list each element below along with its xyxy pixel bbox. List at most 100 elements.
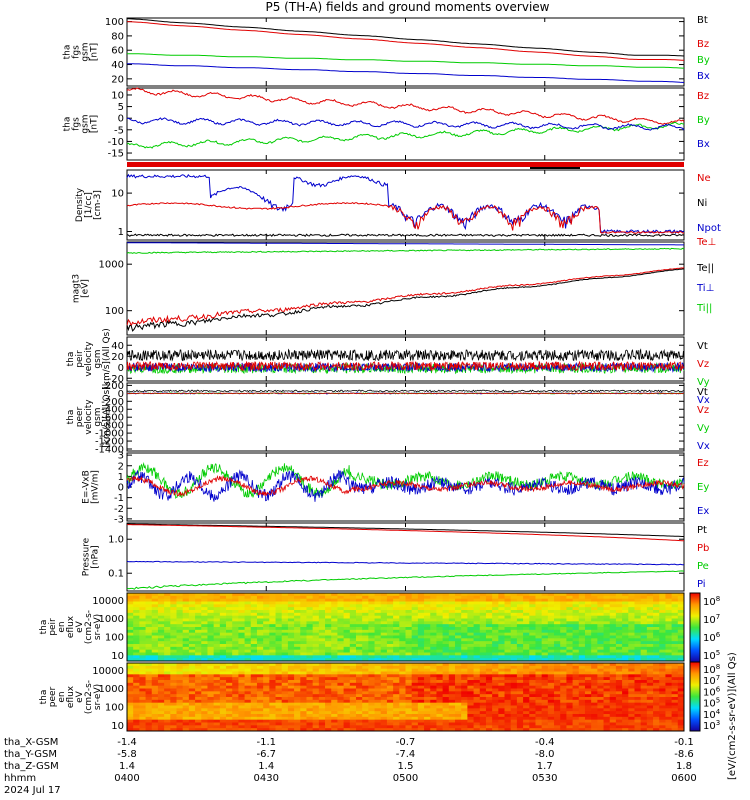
spectrogram-frame xyxy=(126,592,685,662)
svg-text:sr-eV): sr-eV) xyxy=(93,614,103,640)
peer-spectrogram xyxy=(127,663,685,732)
peir-spectrogram xyxy=(127,593,685,662)
xaxis-value: 1.4 xyxy=(119,761,135,772)
y-tick-label: -600 xyxy=(101,413,124,424)
series-pi-line xyxy=(126,560,685,566)
svg-text:en: en xyxy=(57,621,67,632)
y-tick-label: 10000 xyxy=(92,666,124,677)
y-tick-label: -10 xyxy=(108,137,124,148)
svg-text:[nT]: [nT] xyxy=(90,43,100,61)
y-tick-label: 10 xyxy=(111,721,124,732)
y-tick-label: -2 xyxy=(114,504,124,515)
panel-ylabel-2: tha fgs gsm [nT] xyxy=(63,114,100,133)
svg-text:gsm: gsm xyxy=(81,42,91,61)
colorbar-lower-tick: 106 xyxy=(703,685,721,698)
series-ey-line xyxy=(126,462,685,500)
legend-vx: Vx xyxy=(697,395,710,406)
spectrogram-frame xyxy=(126,662,685,732)
svg-text:(cm2-s-: (cm2-s- xyxy=(84,680,94,714)
xaxis-value: 0530 xyxy=(532,773,557,784)
series-vt-line xyxy=(126,389,685,393)
y-tick-label: -3 xyxy=(114,514,124,525)
legend-vz: Vz xyxy=(697,405,709,416)
svg-text:E=-VxB: E=-VxB xyxy=(82,470,92,504)
series-bx-line xyxy=(127,63,685,83)
svg-text:velocity: velocity xyxy=(84,341,94,377)
series-tepar-line xyxy=(126,268,685,332)
series-vt-line xyxy=(126,348,685,362)
legend-vx: Vx xyxy=(697,441,710,452)
y-tick-label: 10000 xyxy=(92,596,124,607)
legend-by: By xyxy=(697,115,710,126)
legend-ti⊥: Ti⊥ xyxy=(696,283,714,294)
series-vz-line xyxy=(126,360,685,373)
y-tick-label: 0 xyxy=(118,483,124,494)
svg-text:fgs: fgs xyxy=(72,45,82,59)
series-pb-line xyxy=(127,524,685,542)
xaxis-value: -8.0 xyxy=(535,749,555,760)
series-bx-line xyxy=(126,117,685,131)
panel-ylabel-3: Density [1/cc] [cm-3] xyxy=(75,187,103,222)
colorbar-lower xyxy=(689,661,701,732)
y-tick-label: -1 xyxy=(114,493,124,504)
svg-text:tha: tha xyxy=(63,117,73,132)
colorbar-upper-tick: 105 xyxy=(703,649,720,662)
svg-text:peer: peer xyxy=(75,406,85,427)
xaxis-value: -8.6 xyxy=(674,749,694,760)
series-bt-line xyxy=(126,18,685,57)
colorbar-upper-tick: 108 xyxy=(703,595,720,608)
legend-te⊥: Te⊥ xyxy=(696,237,716,248)
y-tick-label: 3 xyxy=(118,451,124,462)
panel-frame-5 xyxy=(126,336,685,382)
series-pt-line xyxy=(127,523,684,537)
y-tick-label: -15 xyxy=(108,149,124,160)
y-tick-label: -1200 xyxy=(95,437,124,448)
svg-text:[1/cc]: [1/cc] xyxy=(84,192,94,218)
panel-frame-8 xyxy=(126,522,685,592)
panel-ylabel-6: tha peer velocity gsm [km/s](All Qs) xyxy=(66,386,112,448)
y-tick-label: 0.1 xyxy=(108,569,124,580)
legend-ni: Ni xyxy=(697,198,707,209)
y-tick-label: 1 xyxy=(118,227,124,238)
panel-ylabel-8: Pressure [nPa] xyxy=(82,537,101,576)
y-tick-label: -1400 xyxy=(95,445,124,456)
xaxis-value: 1.8 xyxy=(676,761,692,772)
xaxis-value: -6.7 xyxy=(256,749,276,760)
legend-pt: Pt xyxy=(697,525,707,536)
xaxis-row-label: hhmm xyxy=(4,773,36,784)
y-tick-label: 1000 xyxy=(99,614,124,625)
legend-vy: Vy xyxy=(697,423,710,434)
legend-bx: Bx xyxy=(697,139,710,150)
legend-vt: Vt xyxy=(697,387,708,398)
xaxis-value: -7.4 xyxy=(396,749,416,760)
legend-ez: Ez xyxy=(697,458,709,469)
xaxis-value: -0.4 xyxy=(535,737,555,748)
series-vz-line xyxy=(126,392,685,395)
colorbar-lower-tick: 108 xyxy=(703,663,720,676)
panel-frame-2 xyxy=(126,87,685,161)
panel-ylabel-5: tha peir velocity gsm [km/s](All Qs) xyxy=(66,328,112,390)
legend-bz: Bz xyxy=(697,91,709,102)
svg-text:tha: tha xyxy=(39,620,49,635)
colorbar-lower-tick: 107 xyxy=(703,674,720,687)
quality-flag-bar xyxy=(127,162,684,167)
panel-ylabel-4: magt3 [eV] xyxy=(72,274,91,303)
y-tick-label: 200 xyxy=(105,381,124,392)
legend-ne: Ne xyxy=(697,173,711,184)
series-by-line xyxy=(126,121,685,149)
svg-text:tha: tha xyxy=(63,45,73,60)
svg-text:peir: peir xyxy=(75,350,85,368)
legend-by: By xyxy=(697,55,710,66)
y-tick-label: 20 xyxy=(111,352,124,363)
legend-pi: Pi xyxy=(697,579,706,590)
y-tick-label: -1000 xyxy=(95,429,124,440)
y-tick-label: -20 xyxy=(108,374,124,385)
svg-text:peir: peir xyxy=(48,618,58,636)
svg-text:eV: eV xyxy=(75,690,85,703)
panel-ylabel-7: E=-VxB [mV/m] xyxy=(82,470,101,504)
y-tick-label: 10 xyxy=(111,651,124,662)
svg-text:gsm: gsm xyxy=(93,349,103,368)
svg-text:eflux: eflux xyxy=(66,685,76,708)
legend-ey: Ey xyxy=(697,482,709,493)
legend-pb: Pb xyxy=(697,543,709,554)
